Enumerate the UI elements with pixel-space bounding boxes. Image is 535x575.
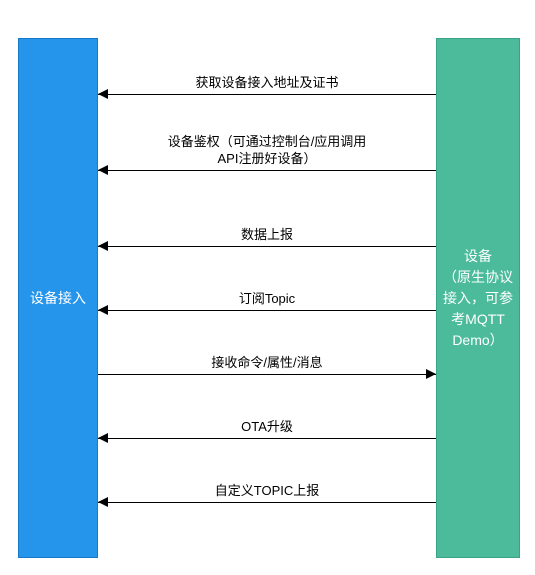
edge-5-arrowhead xyxy=(98,433,108,443)
edge-3-arrowhead xyxy=(98,305,108,315)
edge-0-label: 获取设备接入地址及证书 xyxy=(195,74,338,92)
node-right: 设备（原生协议接入，可参考MQTTDemo） xyxy=(436,38,520,558)
edge-3-label: 订阅Topic xyxy=(239,290,295,308)
edge-1-line xyxy=(98,170,436,171)
edge-1-arrowhead xyxy=(98,165,108,175)
node-right-label: 设备（原生协议接入，可参考MQTTDemo） xyxy=(443,246,513,351)
edge-5-label: OTA升级 xyxy=(241,418,293,436)
edge-1-label: 设备鉴权（可通过控制台/应用调用API注册好设备） xyxy=(168,133,367,168)
sequence-diagram: 设备接入 设备（原生协议接入，可参考MQTTDemo） 获取设备接入地址及证书设备鉴… xyxy=(0,0,535,575)
edge-6-arrowhead xyxy=(98,497,108,507)
edge-0-arrowhead xyxy=(98,89,108,99)
edge-2-arrowhead xyxy=(98,241,108,251)
edge-0-line xyxy=(98,94,436,95)
node-left-label: 设备接入 xyxy=(30,288,86,309)
edge-4-line xyxy=(98,374,436,375)
edge-4-label: 接收命令/属性/消息 xyxy=(211,354,322,372)
edge-3-line xyxy=(98,310,436,311)
edge-2-label: 数据上报 xyxy=(241,226,293,244)
edge-5-line xyxy=(98,438,436,439)
edge-6-label: 自定义TOPIC上报 xyxy=(215,482,320,500)
edge-6-line xyxy=(98,502,436,503)
edge-2-line xyxy=(98,246,436,247)
edge-4-arrowhead xyxy=(426,369,436,379)
node-left: 设备接入 xyxy=(18,38,98,558)
